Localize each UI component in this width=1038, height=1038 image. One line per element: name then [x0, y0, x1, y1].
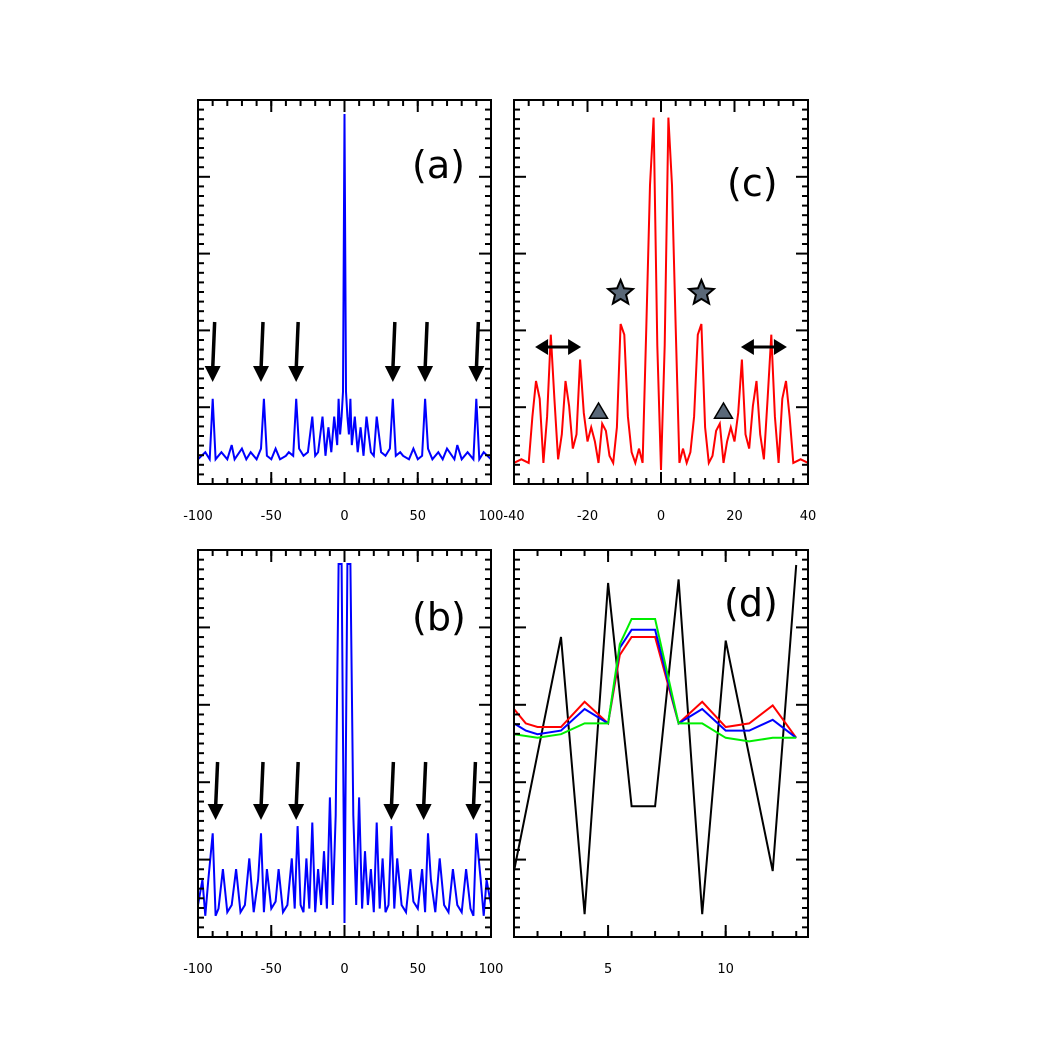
series-line-blue	[198, 113, 491, 463]
down-arrow	[207, 761, 224, 820]
panel-c: -40 -20 0 20 40 (c)	[503, 99, 817, 524]
star-marker	[605, 277, 636, 306]
down-arrow	[204, 321, 221, 382]
series-line-black	[514, 564, 798, 915]
x-tick-label: -100	[183, 962, 213, 977]
series-line-red	[514, 117, 808, 471]
x-tick-label: 0	[340, 962, 348, 977]
series-line-blue	[198, 563, 491, 924]
x-tick-label: 100	[479, 962, 504, 977]
down-arrow	[288, 321, 305, 382]
x-tick-label: 5	[604, 962, 612, 977]
plot-frame	[513, 99, 809, 485]
x-tick-label: -40	[503, 509, 524, 524]
triangle-marker	[588, 401, 609, 420]
down-arrow	[417, 321, 434, 382]
star-marker	[686, 277, 717, 306]
panel-d: 5 10 (d)	[513, 549, 809, 977]
down-arrow	[465, 761, 482, 820]
series-line-red	[514, 636, 798, 739]
down-arrow	[384, 321, 401, 382]
down-arrow	[252, 761, 269, 820]
x-tick-label: -20	[577, 509, 598, 524]
panel-label: (c)	[727, 161, 778, 205]
x-tick-label: -50	[261, 509, 282, 524]
down-arrow	[383, 761, 400, 820]
series-line-blue	[514, 628, 797, 739]
panel-label: (b)	[412, 595, 466, 639]
series-line-green	[514, 618, 797, 743]
x-tick-label: 40	[800, 509, 817, 524]
panel-label: (a)	[412, 143, 465, 187]
down-arrow	[252, 321, 269, 382]
down-arrow	[288, 761, 305, 820]
x-tick-label: 0	[657, 509, 665, 524]
triangle-marker	[713, 401, 734, 420]
double-arrow	[740, 339, 787, 355]
x-tick-label: 20	[726, 509, 743, 524]
panel-label: (d)	[724, 581, 778, 625]
x-tick-label: 50	[409, 962, 426, 977]
panel-b: -100 -50 0 50 100 (b)	[183, 549, 504, 977]
x-tick-label: -50	[261, 962, 282, 977]
x-tick-label: 50	[409, 509, 426, 524]
x-tick-label: 10	[717, 962, 734, 977]
x-tick-label: -100	[183, 509, 213, 524]
double-arrow	[535, 339, 582, 355]
panel-a: -100 -50 0 50 100 (a)	[183, 99, 504, 524]
down-arrow	[468, 321, 485, 382]
down-arrow	[415, 761, 432, 820]
x-tick-label: 100	[479, 509, 504, 524]
x-tick-label: 0	[340, 509, 348, 524]
